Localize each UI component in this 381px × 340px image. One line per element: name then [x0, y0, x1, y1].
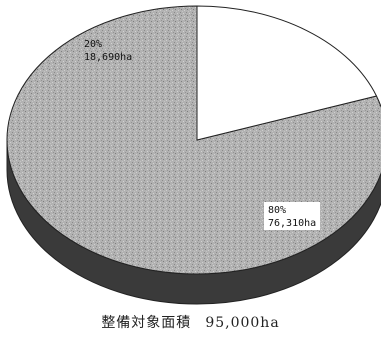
caption-total: 95,000ha — [205, 315, 280, 331]
slice-1-area-label: 76,310ha — [268, 218, 316, 229]
caption-label: 整備対象面積 — [101, 315, 192, 331]
pie-slice-2 — [196, 5, 378, 141]
slice-label-background — [264, 202, 320, 230]
pie-labels: 80% 76,310ha 20% 18,690ha — [84, 39, 320, 230]
slice-1-percent-label: 80% — [268, 205, 286, 216]
slice-2-area-label: 18,690ha — [84, 52, 132, 63]
pie-top-faces — [6, 5, 381, 275]
chart-caption: 整備対象面積 95,000ha — [0, 312, 381, 332]
slice-2-percent-label: 20% — [84, 39, 102, 50]
